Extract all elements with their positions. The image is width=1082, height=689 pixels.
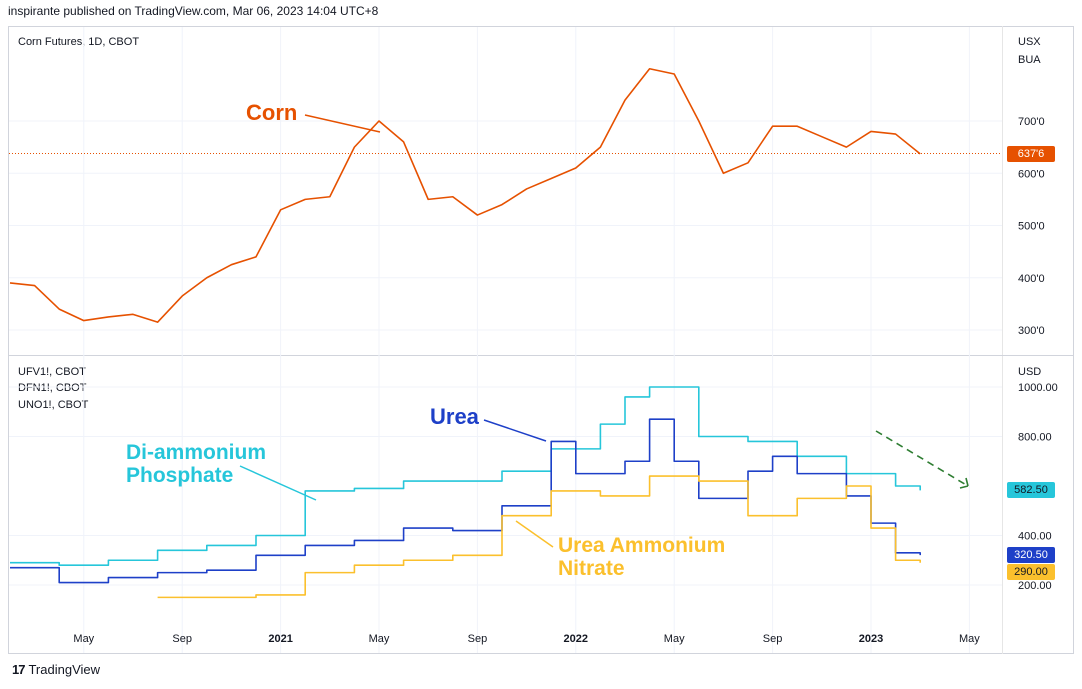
corn-last-price-badge: 637'6 [1007,145,1055,162]
urea-annotation: Urea [430,404,480,429]
urea-annotation-connector [483,419,547,442]
fert-price-tick: 800.00 [1018,432,1052,444]
gridlines [9,27,1002,653]
time-axis-label: Sep [468,633,488,645]
time-axis-label: May [664,633,685,645]
tradingview-logo[interactable]: 17 [12,662,26,677]
price-axis-separator [1002,26,1003,654]
uan-series-line [157,475,921,599]
dap-price-badge: 582.50 [1007,482,1055,498]
chart-frame [8,26,1074,654]
pane-separator[interactable] [8,355,1074,356]
top-unit-label: BUA [1018,54,1041,66]
time-axis-label: May [73,633,94,645]
dap-series-line [10,386,921,566]
uan-price-badge: 290.00 [1007,564,1055,580]
time-axis-label: Sep [172,633,192,645]
fert-price-tick: 400.00 [1018,531,1052,543]
dap-annotation-connector [239,465,317,501]
time-axis-label: 2023 [859,633,883,645]
corn-annotation: Corn [246,100,297,125]
corn-series-line [9,67,921,323]
tradingview-brand[interactable]: TradingView [28,662,101,677]
urea-price-badge: 320.50 [1007,547,1055,563]
fert-price-tick: 200.00 [1018,580,1052,592]
dap-annotation-line1: Di-ammonium [126,441,266,464]
corn-price-tick: 700'0 [1018,116,1045,128]
fert-symbol-label-3[interactable]: UNO1!, CBOT [18,399,89,411]
time-axis-label: 2021 [268,633,292,645]
trend-arrow-head [959,477,969,489]
fert-symbol-label-2[interactable]: DFN1!, CBOT [18,382,87,394]
dap-annotation-line2: Phosphate [126,464,233,487]
time-axis-label: 2022 [564,633,588,645]
bottom-currency-label: USD [1018,366,1042,378]
urea-series-line [10,418,921,584]
corn-symbol-label[interactable]: Corn Futures, 1D, CBOT [18,36,140,48]
corn-annotation-connector [304,114,381,133]
fert-price-tick: 1000.00 [1018,382,1058,394]
time-axis-label: May [369,633,390,645]
time-axis-label: May [959,633,980,645]
corn-price-tick: 600'0 [1018,168,1045,180]
footer[interactable]: 17 TradingView [12,662,100,677]
uan-annotation-connector [515,520,554,548]
uan-annotation-line1: Urea Ammonium [558,534,725,557]
corn-price-tick: 400'0 [1018,273,1045,285]
publisher-header: inspirante published on TradingView.com,… [8,4,379,18]
time-axis-label: Sep [763,633,783,645]
uan-annotation-line2: Nitrate [558,557,625,580]
fert-symbol-label-1[interactable]: UFV1!, CBOT [18,366,86,378]
top-currency-label: USX [1018,36,1041,48]
corn-price-tick: 300'0 [1018,325,1045,337]
trend-arrow-line [875,430,969,487]
corn-price-tick: 500'0 [1018,221,1045,233]
